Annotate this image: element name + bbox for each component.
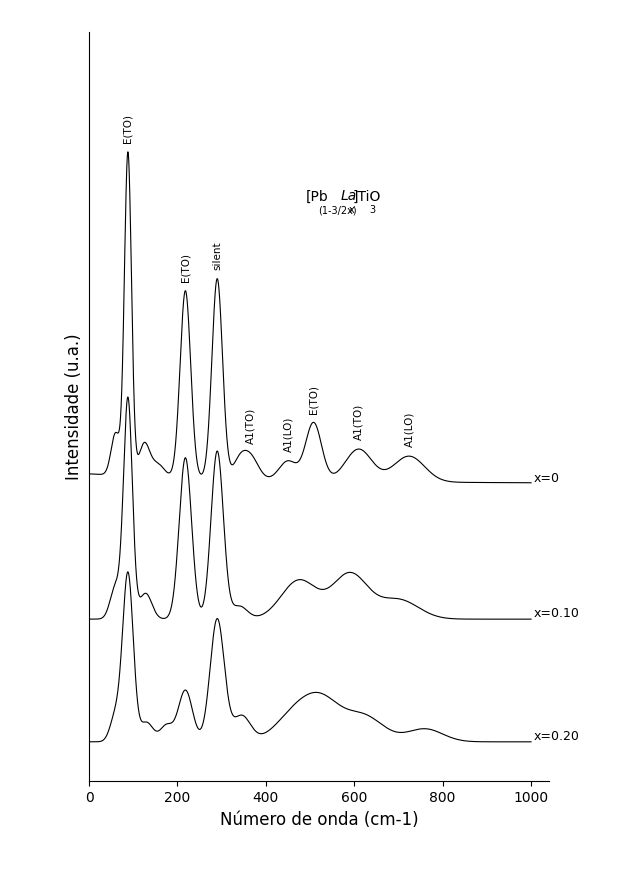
Text: x=0.10: x=0.10 [533, 607, 579, 620]
Text: A1(LO): A1(LO) [404, 412, 414, 447]
Text: 3: 3 [370, 205, 376, 215]
Text: (1-3/2x): (1-3/2x) [318, 205, 357, 215]
Text: [Pb: [Pb [305, 190, 328, 203]
Text: E(TO): E(TO) [309, 385, 319, 414]
Text: A1(LO): A1(LO) [283, 416, 293, 451]
Text: A1(TO): A1(TO) [245, 407, 256, 444]
Text: La: La [341, 190, 357, 203]
Text: E(TO): E(TO) [123, 114, 133, 143]
Text: ]TiO: ]TiO [353, 190, 381, 203]
Text: A1(TO): A1(TO) [353, 404, 363, 440]
X-axis label: Número de onda (cm-1): Número de onda (cm-1) [220, 810, 418, 828]
Text: silent: silent [212, 241, 222, 270]
Y-axis label: Intensidade (u.a.): Intensidade (u.a.) [66, 334, 83, 480]
Text: E(TO): E(TO) [180, 253, 191, 282]
Text: x: x [349, 205, 355, 215]
Text: x=0.20: x=0.20 [533, 729, 579, 742]
Text: x=0: x=0 [533, 471, 559, 484]
